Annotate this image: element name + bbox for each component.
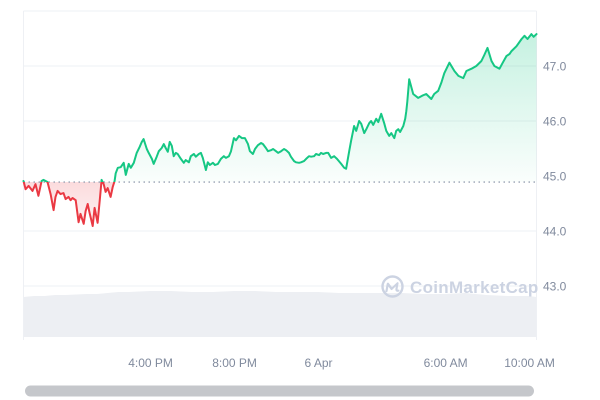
x-axis-label: 6 Apr <box>304 356 332 370</box>
volume-area <box>23 291 537 337</box>
coinmarketcap-logo-icon <box>381 275 404 298</box>
y-axis-label: 47.0 <box>543 60 567 74</box>
horizontal-scrollbar-thumb[interactable] <box>25 385 534 397</box>
y-axis-label: 46.0 <box>543 115 567 129</box>
price-line-down <box>22 182 116 227</box>
y-axis-label: 45.0 <box>543 170 567 184</box>
x-axis-label: 8:00 PM <box>212 356 257 370</box>
y-axis-label: 43.0 <box>543 280 567 294</box>
y-axis-label: 44.0 <box>543 225 567 239</box>
coinmarketcap-watermark: CoinMarketCap <box>381 275 539 298</box>
x-axis-label: 4:00 PM <box>128 356 173 370</box>
x-axis-label: 6:00 AM <box>424 356 468 370</box>
price-area-fill-up <box>23 34 537 183</box>
price-line-up <box>22 33 538 183</box>
price-area-fill-down <box>23 182 115 226</box>
x-axis: 4:00 PM 8:00 PM 6 Apr 6:00 AM 10:00 AM <box>128 356 555 370</box>
y-axis: 47.0 46.0 45.0 44.0 43.0 <box>543 60 567 294</box>
watermark-text: CoinMarketCap <box>410 278 539 297</box>
x-axis-label: 10:00 AM <box>504 356 555 370</box>
